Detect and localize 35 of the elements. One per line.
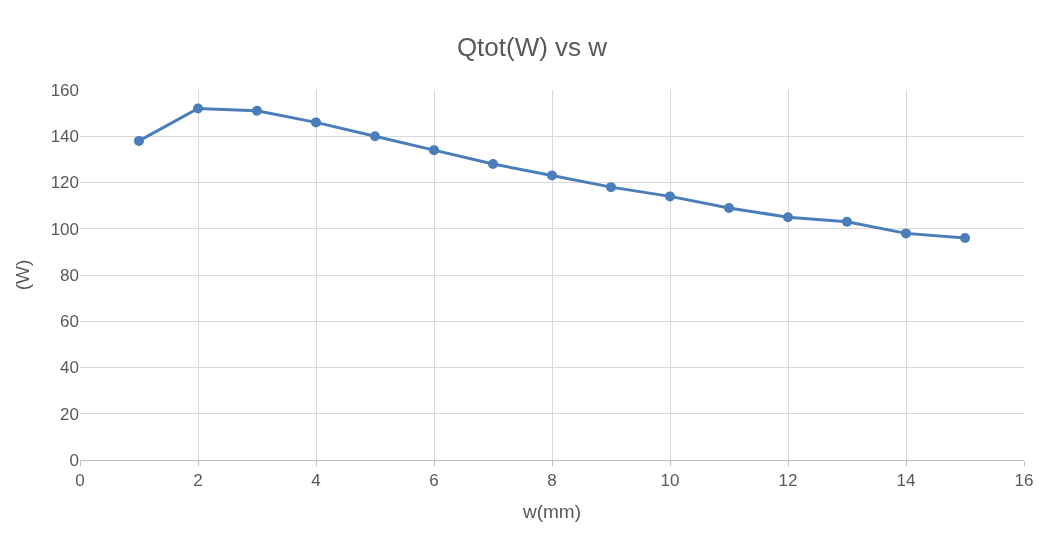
chart-title: Qtot(W) vs w <box>456 32 608 62</box>
y-tick-label: 120 <box>50 173 79 193</box>
y-tick-label: 160 <box>50 80 79 100</box>
point <box>547 170 557 181</box>
point <box>901 228 911 239</box>
point <box>311 117 321 128</box>
point <box>134 135 144 146</box>
point <box>842 216 852 227</box>
y-tick-label: 100 <box>50 219 79 239</box>
x-tick-label: 14 <box>896 471 916 491</box>
point <box>252 105 262 116</box>
y-tick-label: 0 <box>69 450 79 470</box>
x-axis-title: w(mm) <box>521 501 582 523</box>
point <box>370 131 380 142</box>
x-tick-label: 12 <box>778 471 798 491</box>
x-tick-label: 6 <box>429 471 439 491</box>
y-tick-label: 60 <box>60 312 79 332</box>
x-tick-label: 2 <box>193 471 203 491</box>
y-tick-label: 140 <box>50 127 79 147</box>
point <box>960 233 970 243</box>
y-tick-label: 20 <box>60 404 79 424</box>
point <box>783 212 793 223</box>
point <box>488 159 498 169</box>
y-tick-label: 40 <box>60 358 79 378</box>
x-tick-label: 16 <box>1014 471 1034 491</box>
point <box>193 103 203 114</box>
x-tick-label: 4 <box>311 471 321 491</box>
point <box>606 182 616 193</box>
point <box>665 191 675 202</box>
y-tick-label: 80 <box>60 265 79 285</box>
y-axis-title: (W) <box>12 259 34 291</box>
x-tick-label: 8 <box>547 471 557 491</box>
point <box>429 145 439 156</box>
x-tick-label: 10 <box>660 471 680 491</box>
point <box>724 202 734 213</box>
